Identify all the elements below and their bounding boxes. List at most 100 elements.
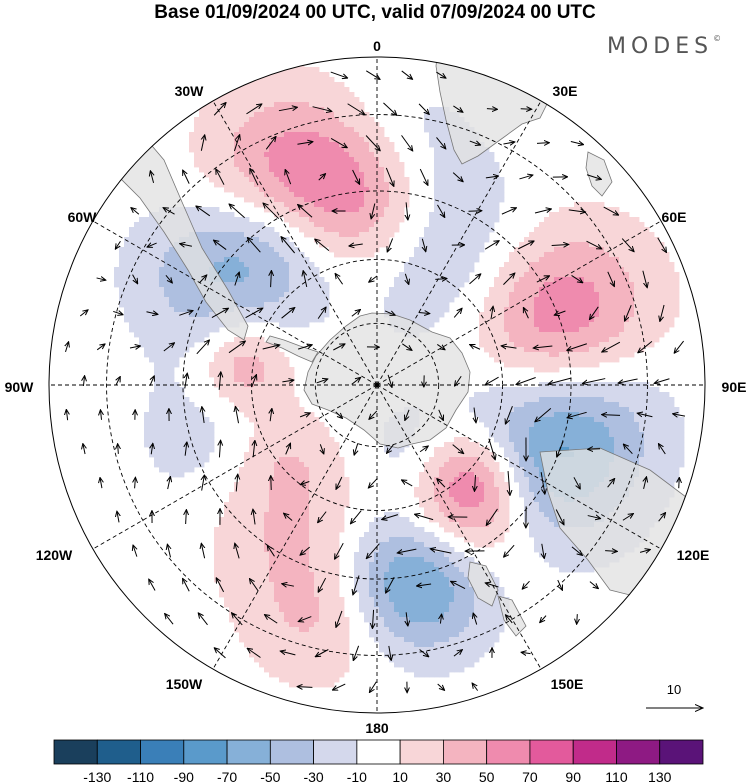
anomaly-cell: [239, 467, 245, 473]
anomaly-cell: [309, 287, 315, 293]
anomaly-cell: [509, 292, 515, 298]
anomaly-cell: [439, 222, 445, 228]
anomaly-cell: [324, 202, 330, 208]
anomaly-cell: [269, 467, 275, 473]
anomaly-cell: [169, 247, 175, 253]
anomaly-cell: [284, 407, 290, 413]
anomaly-cell: [639, 447, 645, 453]
anomaly-cell: [544, 217, 550, 223]
anomaly-cell: [154, 442, 160, 448]
anomaly-cell: [334, 187, 340, 193]
anomaly-cell: [469, 397, 475, 403]
anomaly-cell: [279, 77, 285, 83]
anomaly-cell: [364, 192, 370, 198]
anomaly-cell: [214, 257, 220, 263]
anomaly-cell: [314, 452, 320, 458]
anomaly-cell: [209, 107, 215, 113]
anomaly-cell: [154, 437, 160, 443]
anomaly-cell: [449, 252, 455, 258]
anomaly-cell: [459, 162, 465, 168]
anomaly-cell: [194, 117, 200, 123]
anomaly-cell: [539, 357, 545, 363]
anomaly-cell: [599, 402, 605, 408]
anomaly-cell: [479, 407, 485, 413]
anomaly-cell: [274, 287, 280, 293]
anomaly-cell: [264, 187, 270, 193]
anomaly-cell: [224, 237, 230, 243]
anomaly-cell: [179, 317, 185, 323]
anomaly-cell: [499, 307, 505, 313]
anomaly-cell: [434, 447, 440, 453]
anomaly-cell: [404, 267, 410, 273]
anomaly-cell: [449, 142, 455, 148]
anomaly-cell: [674, 417, 680, 423]
anomaly-cell: [354, 212, 360, 218]
anomaly-cell: [494, 302, 500, 308]
anomaly-cell: [629, 277, 635, 283]
anomaly-cell: [434, 282, 440, 288]
anomaly-cell: [209, 222, 215, 228]
anomaly-cell: [279, 262, 285, 268]
anomaly-cell: [209, 207, 215, 213]
anomaly-cell: [564, 422, 570, 428]
anomaly-cell: [599, 442, 605, 448]
anomaly-cell: [584, 232, 590, 238]
anomaly-cell: [304, 117, 310, 123]
anomaly-cell: [354, 142, 360, 148]
anomaly-cell: [219, 152, 225, 158]
anomaly-cell: [159, 302, 165, 308]
anomaly-cell: [164, 357, 170, 363]
anomaly-cell: [529, 237, 535, 243]
anomaly-cell: [394, 312, 400, 318]
anomaly-cell: [569, 417, 575, 423]
anomaly-cell: [204, 422, 210, 428]
anomaly-cell: [399, 272, 405, 278]
anomaly-cell: [439, 157, 445, 163]
anomaly-cell: [449, 197, 455, 203]
anomaly-cell: [234, 342, 240, 348]
anomaly-cell: [174, 397, 180, 403]
anomaly-cell: [299, 212, 305, 218]
anomaly-cell: [259, 257, 265, 263]
anomaly-cell: [564, 437, 570, 443]
anomaly-cell: [364, 232, 370, 238]
anomaly-cell: [499, 297, 505, 303]
anomaly-cell: [194, 232, 200, 238]
anomaly-cell: [569, 382, 575, 388]
anomaly-cell: [194, 412, 200, 418]
anomaly-cell: [274, 87, 280, 93]
anomaly-cell: [429, 257, 435, 263]
anomaly-cell: [564, 237, 570, 243]
anomaly-cell: [294, 102, 300, 108]
anomaly-cell: [414, 262, 420, 268]
anomaly-cell: [604, 302, 610, 308]
anomaly-cell: [564, 282, 570, 288]
anomaly-cell: [629, 257, 635, 263]
anomaly-cell: [249, 227, 255, 233]
anomaly-cell: [294, 277, 300, 283]
anomaly-cell: [479, 187, 485, 193]
anomaly-cell: [429, 287, 435, 293]
anomaly-cell: [354, 157, 360, 163]
anomaly-cell: [589, 342, 595, 348]
anomaly-cell: [294, 422, 300, 428]
anomaly-cell: [594, 227, 600, 233]
anomaly-cell: [314, 307, 320, 313]
anomaly-cell: [234, 227, 240, 233]
anomaly-cell: [314, 227, 320, 233]
anomaly-cell: [484, 182, 490, 188]
anomaly-cell: [144, 417, 150, 423]
anomaly-cell: [629, 402, 635, 408]
anomaly-cell: [649, 447, 655, 453]
anomaly-cell: [639, 317, 645, 323]
anomaly-cell: [454, 447, 460, 453]
anomaly-cell: [154, 347, 160, 353]
anomaly-cell: [244, 167, 250, 173]
anomaly-cell: [509, 457, 515, 463]
anomaly-cell: [259, 242, 265, 248]
anomaly-cell: [289, 442, 295, 448]
anomaly-cell: [574, 207, 580, 213]
anomaly-cell: [279, 197, 285, 203]
anomaly-cell: [574, 302, 580, 308]
anomaly-cell: [554, 432, 560, 438]
